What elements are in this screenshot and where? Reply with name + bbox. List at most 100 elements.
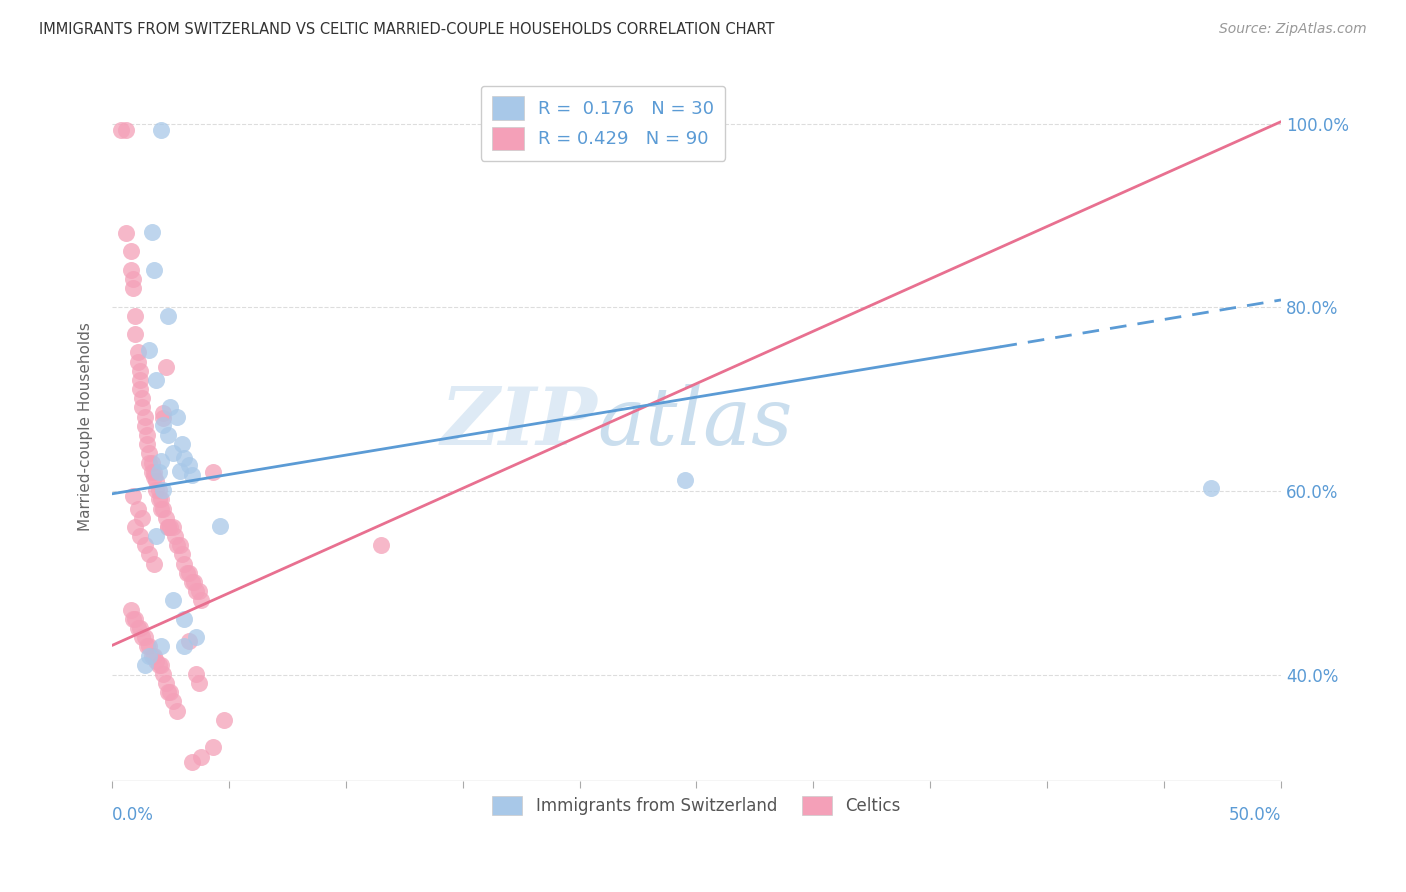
Point	[131, 401, 153, 415]
Point	[212, 713, 235, 727]
Point	[173, 612, 195, 626]
Y-axis label: Married-couple Households: Married-couple Households	[79, 322, 93, 531]
Point	[150, 492, 173, 507]
Point	[122, 272, 145, 286]
Point	[131, 510, 153, 524]
Point	[138, 456, 160, 470]
Point	[150, 640, 173, 654]
Point	[152, 667, 174, 681]
Point	[173, 557, 195, 571]
Point	[157, 520, 180, 534]
Text: 50.0%: 50.0%	[1229, 806, 1281, 824]
Point	[141, 456, 163, 470]
Text: IMMIGRANTS FROM SWITZERLAND VS CELTIC MARRIED-COUPLE HOUSEHOLDS CORRELATION CHAR: IMMIGRANTS FROM SWITZERLAND VS CELTIC MA…	[39, 22, 775, 37]
Point	[159, 400, 181, 414]
Point	[179, 458, 201, 473]
Point	[157, 520, 180, 534]
Text: 0.0%: 0.0%	[112, 806, 153, 824]
Point	[162, 446, 184, 460]
Point	[155, 359, 177, 374]
Point	[143, 557, 166, 571]
Point	[166, 704, 188, 718]
Point	[110, 123, 132, 137]
Point	[129, 621, 152, 635]
Point	[122, 612, 145, 626]
Point	[152, 501, 174, 516]
Point	[183, 574, 205, 589]
Point	[180, 574, 202, 589]
Point	[127, 345, 149, 359]
Point	[129, 382, 152, 396]
Point	[155, 676, 177, 690]
Point	[129, 373, 152, 387]
Point	[138, 548, 160, 562]
Point	[186, 630, 208, 644]
Point	[143, 648, 166, 663]
Point	[150, 657, 173, 672]
Legend: Immigrants from Switzerland, Celtics: Immigrants from Switzerland, Celtics	[485, 789, 907, 822]
Point	[131, 630, 153, 644]
Point	[208, 519, 231, 533]
Point	[187, 676, 209, 690]
Point	[141, 465, 163, 479]
Point	[115, 123, 138, 137]
Point	[201, 740, 224, 755]
Point	[141, 225, 163, 239]
Point	[124, 309, 146, 323]
Point	[148, 483, 170, 497]
Point	[162, 593, 184, 607]
Point	[162, 520, 184, 534]
Point	[180, 468, 202, 483]
Point	[145, 529, 167, 543]
Point	[201, 465, 224, 479]
Point	[127, 501, 149, 516]
Point	[131, 391, 153, 405]
Point	[143, 470, 166, 484]
Point	[129, 364, 152, 378]
Point	[173, 450, 195, 465]
Point	[166, 538, 188, 552]
Point	[127, 621, 149, 635]
Point	[136, 640, 159, 654]
Point	[152, 410, 174, 425]
Point	[186, 667, 208, 681]
Point	[115, 226, 138, 240]
Point	[134, 657, 156, 672]
Text: Source: ZipAtlas.com: Source: ZipAtlas.com	[1219, 22, 1367, 37]
Point	[122, 489, 145, 503]
Point	[176, 566, 198, 580]
Point	[143, 262, 166, 277]
Point	[152, 483, 174, 497]
Point	[124, 326, 146, 341]
Point	[169, 538, 191, 552]
Point	[129, 529, 152, 543]
Point	[190, 749, 212, 764]
Point	[145, 373, 167, 387]
Point	[169, 464, 191, 478]
Point	[673, 473, 696, 487]
Point	[134, 409, 156, 424]
Point	[179, 566, 201, 580]
Point	[122, 281, 145, 295]
Point	[134, 538, 156, 552]
Point	[136, 428, 159, 442]
Point	[120, 262, 142, 277]
Point	[138, 648, 160, 663]
Point	[120, 602, 142, 616]
Point	[159, 520, 181, 534]
Point	[157, 685, 180, 699]
Point	[138, 446, 160, 460]
Text: ZIP: ZIP	[440, 384, 598, 462]
Point	[370, 538, 392, 552]
Point	[179, 633, 201, 648]
Point	[138, 640, 160, 654]
Point	[148, 492, 170, 507]
Point	[155, 510, 177, 524]
Point	[180, 755, 202, 769]
Point	[134, 418, 156, 433]
Point	[157, 428, 180, 442]
Point	[173, 640, 195, 654]
Point	[124, 612, 146, 626]
Point	[145, 654, 167, 668]
Point	[187, 584, 209, 599]
